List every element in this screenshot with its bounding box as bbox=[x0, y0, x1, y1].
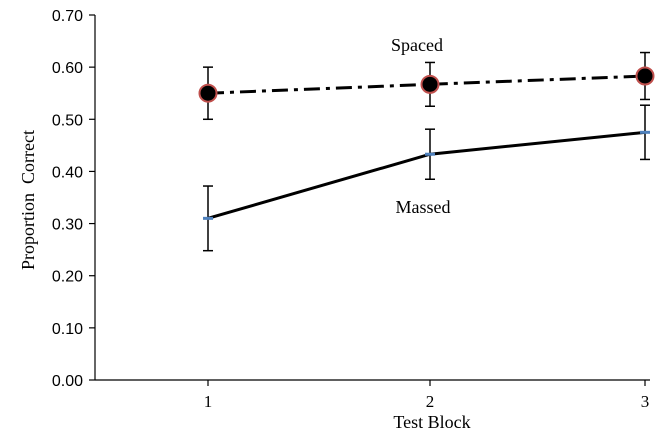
y-tick-label: 0.00 bbox=[52, 373, 83, 390]
data-point-spaced bbox=[198, 83, 218, 103]
data-point-spaced bbox=[635, 66, 655, 86]
series-label-spaced: Spaced bbox=[391, 35, 443, 55]
y-tick-label: 0.40 bbox=[52, 164, 83, 181]
data-point-spaced bbox=[420, 74, 440, 94]
series-label-massed: Massed bbox=[396, 197, 451, 217]
y-tick-label: 0.50 bbox=[52, 112, 83, 129]
y-tick-label: 0.30 bbox=[52, 217, 83, 234]
y-tick-label: 0.20 bbox=[52, 269, 83, 286]
x-tick-label: 3 bbox=[641, 392, 650, 411]
x-axis-ticks: 1 2 3 bbox=[204, 380, 650, 411]
series-labels: Spaced Massed bbox=[391, 35, 450, 217]
x-axis-title: Test Block bbox=[393, 412, 470, 432]
axes bbox=[94, 15, 650, 381]
series-markers bbox=[198, 66, 655, 220]
y-tick-label: 0.60 bbox=[52, 60, 83, 77]
y-axis-title: Proportion Correct bbox=[18, 130, 38, 270]
series-line-spaced bbox=[207, 74, 646, 95]
y-tick-label: 0.10 bbox=[52, 321, 83, 338]
x-tick-label: 1 bbox=[204, 392, 213, 411]
y-axis-ticks: 0.00 0.10 0.20 0.30 0.40 0.50 0.60 0.70 bbox=[52, 8, 95, 390]
y-tick-label: 0.70 bbox=[52, 8, 83, 25]
x-tick-label: 2 bbox=[426, 392, 435, 411]
